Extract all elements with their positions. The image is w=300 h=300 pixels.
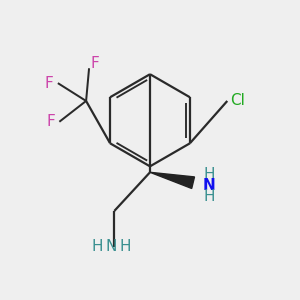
Text: Cl: Cl (230, 94, 245, 109)
Text: H: H (91, 239, 103, 254)
Text: H: H (204, 190, 215, 205)
Text: F: F (45, 76, 53, 91)
Text: F: F (91, 56, 99, 71)
Text: N: N (106, 239, 117, 254)
Text: H: H (204, 167, 215, 182)
Polygon shape (150, 172, 194, 188)
Text: N: N (203, 178, 216, 193)
Text: H: H (120, 239, 131, 254)
Text: F: F (46, 114, 55, 129)
